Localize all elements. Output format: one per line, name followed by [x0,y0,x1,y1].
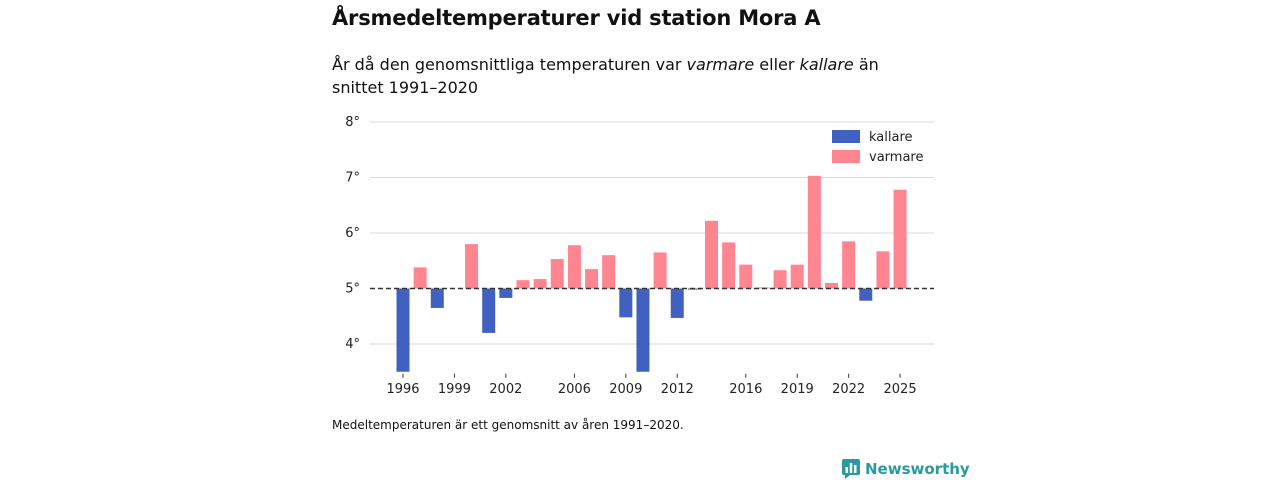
legend-swatch-kallare [832,130,860,143]
bar-2012 [670,288,684,318]
subtitle-text-2: eller [754,55,800,74]
subtitle-emphasis-warmer: varmare [686,55,755,74]
bar-2022 [842,241,856,289]
bar-2003 [516,280,530,289]
bar-2010 [636,288,650,372]
legend-label-kallare: kallare [869,130,913,145]
y-tick-label: 6° [345,226,360,241]
bar-1996 [396,288,410,372]
legend-swatch-varmare [832,150,860,163]
y-tick-label: 4° [345,337,360,352]
legend-label-varmare: varmare [869,150,923,165]
bar-2016 [739,264,753,289]
chart-subtitle: År då den genomsnittliga temperaturen va… [332,53,932,99]
footnote: Medeltemperaturen är ett genomsnitt av å… [332,418,684,432]
bar-2001 [482,288,496,333]
y-tick-label: 5° [345,282,360,297]
y-tick-label: 7° [345,171,360,186]
bar-2002 [499,288,513,298]
bar-2000 [465,244,479,289]
x-tick-label: 2006 [558,382,591,397]
bar-2008 [602,255,616,289]
bar-2023 [859,288,873,301]
bar-2020 [807,175,821,289]
x-tick-label: 2022 [832,382,865,397]
bar-2011 [653,252,667,289]
bar-2021 [825,282,838,289]
x-tick-label: 2016 [729,382,762,397]
newsworthy-brand[interactable]: Newsworthy [842,459,970,479]
x-tick-label: 1999 [438,382,471,397]
bar-1997 [413,267,427,289]
subtitle-text-1: År då den genomsnittliga temperaturen va… [332,55,687,74]
bar-2004 [533,279,547,289]
bar-2024 [876,251,890,289]
bar-2009 [619,288,633,318]
subtitle-text-3: än snittet 1991–2020 [332,55,879,97]
newsworthy-logo-icon [842,459,860,479]
bar-2019 [790,264,804,289]
bar-2007 [585,269,599,289]
x-tick-label: 2012 [661,382,694,397]
x-tick-label: 2009 [609,382,642,397]
chart-title: Årsmedeltemperaturer vid station Mora A [332,6,821,30]
x-tick-label: 2019 [781,382,814,397]
x-tick-label: 1996 [386,382,419,397]
bar-2014 [705,220,719,289]
brand-name: Newsworthy [865,460,970,478]
bar-2018 [773,270,787,289]
subtitle-emphasis-colder: kallare [799,55,854,74]
x-tick-label: 2002 [489,382,522,397]
bar-2025 [893,189,907,289]
y-tick-label: 8° [345,115,360,130]
bar-2006 [567,245,581,289]
bar-1998 [430,288,444,308]
bar-2005 [550,259,564,289]
bar-2015 [722,242,736,289]
x-tick-label: 2025 [884,382,917,397]
